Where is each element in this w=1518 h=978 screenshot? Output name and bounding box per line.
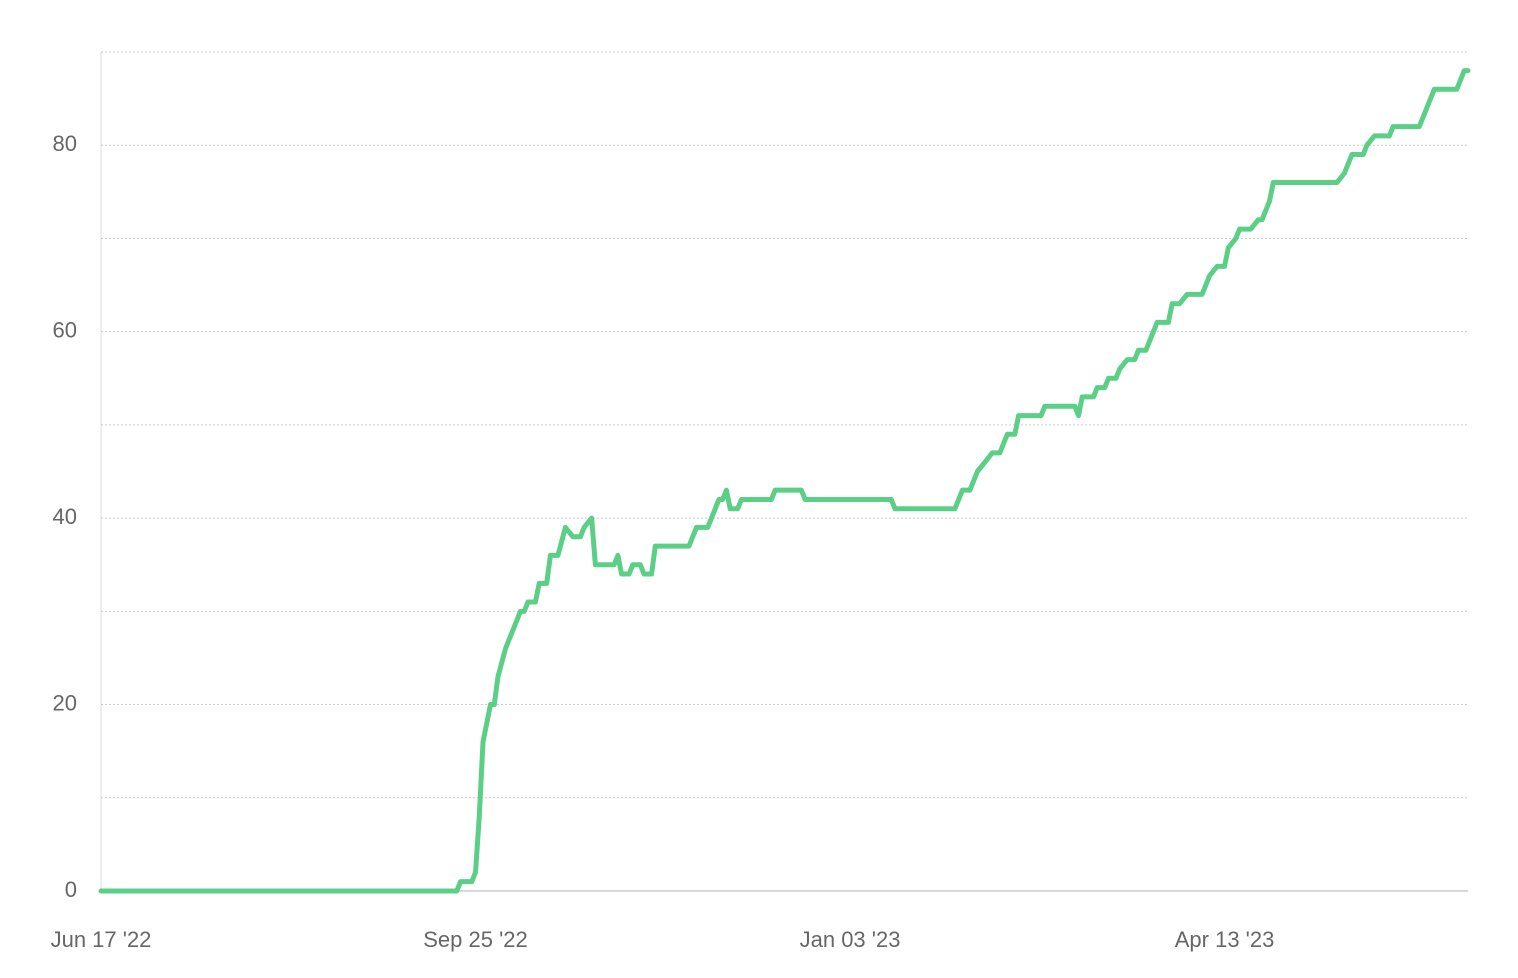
x-tick-label: Sep 25 '22 xyxy=(423,927,528,952)
y-tick-label: 60 xyxy=(53,317,77,342)
y-tick-label: 80 xyxy=(53,131,77,156)
y-tick-label: 0 xyxy=(65,877,77,902)
line xyxy=(98,68,1471,894)
x-tick-label: Jan 03 '23 xyxy=(800,927,901,952)
y-tick-label: 40 xyxy=(53,504,77,529)
x-tick-label: Apr 13 '23 xyxy=(1175,927,1275,952)
y-tick-label: 20 xyxy=(53,690,77,715)
x-tick-label: Jun 17 '22 xyxy=(51,927,152,952)
